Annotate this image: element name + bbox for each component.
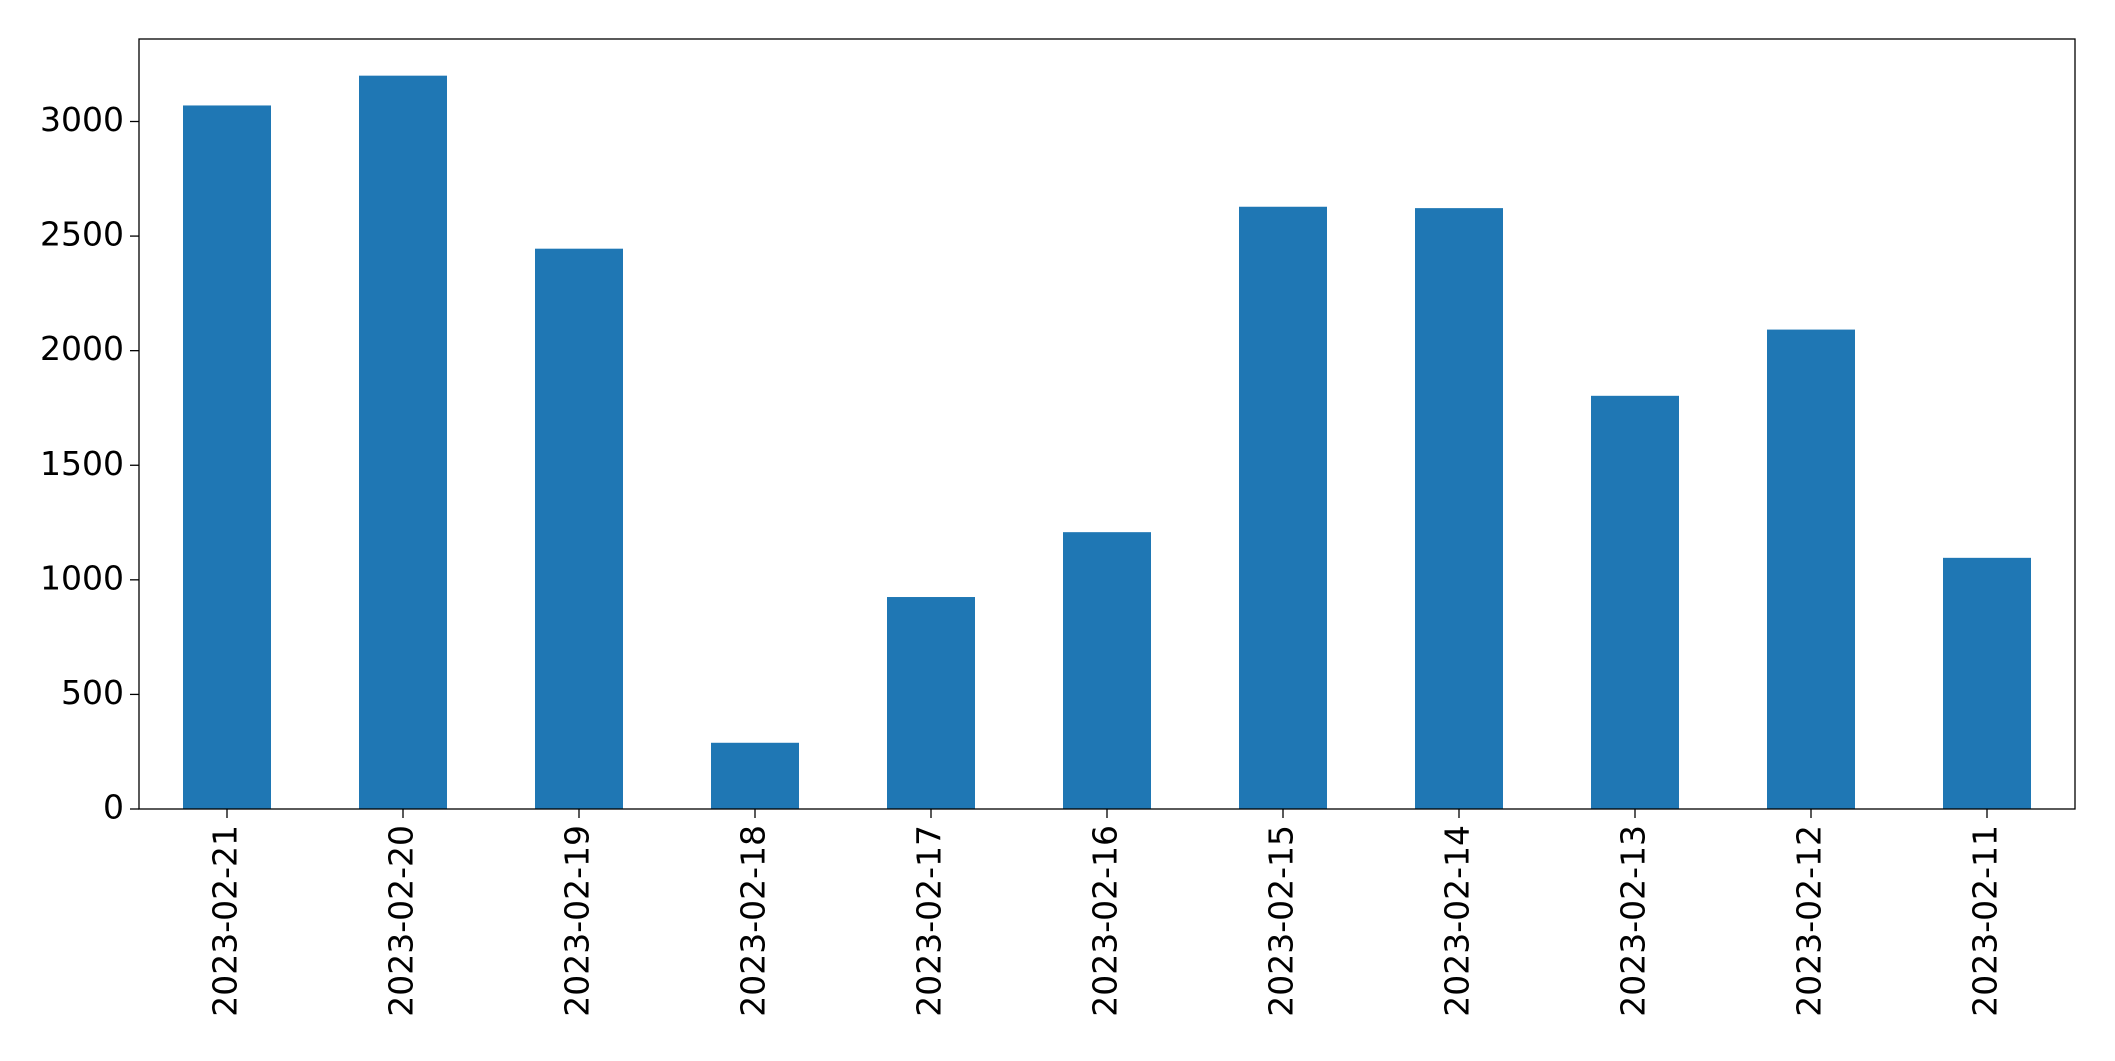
bar (1415, 208, 1503, 809)
bar (1767, 329, 1855, 809)
x-tick-label: 2023-02-12 (1790, 825, 1829, 1017)
x-tick-label: 2023-02-20 (382, 825, 421, 1017)
bar (1591, 395, 1679, 809)
plot-frame (138, 38, 2076, 810)
x-tick-label: 2023-02-15 (1262, 825, 1301, 1017)
x-tick-label: 2023-02-18 (734, 825, 773, 1017)
bar (887, 597, 975, 809)
x-tick-label: 2023-02-11 (1966, 825, 2005, 1017)
bar (359, 75, 447, 809)
y-tick-label: 2500 (40, 215, 124, 254)
y-tick-label: 500 (61, 673, 124, 712)
y-tick-label: 1500 (40, 444, 124, 483)
y-tick-label: 0 (103, 788, 124, 827)
x-tick-label: 2023-02-16 (1086, 825, 1125, 1017)
y-tick-label: 1000 (40, 558, 124, 597)
bar (535, 248, 623, 809)
x-tick-label: 2023-02-17 (910, 825, 949, 1017)
x-tick-label: 2023-02-19 (558, 825, 597, 1017)
bar (1239, 206, 1327, 809)
bar (1943, 557, 2031, 809)
bar (711, 742, 799, 809)
bar (1063, 532, 1151, 809)
bar (183, 105, 271, 810)
y-tick-label: 3000 (40, 100, 124, 139)
x-tick-label: 2023-02-13 (1614, 825, 1653, 1017)
x-tick-label: 2023-02-21 (206, 825, 245, 1017)
x-tick-label: 2023-02-14 (1438, 825, 1477, 1017)
y-tick-label: 2000 (40, 329, 124, 368)
